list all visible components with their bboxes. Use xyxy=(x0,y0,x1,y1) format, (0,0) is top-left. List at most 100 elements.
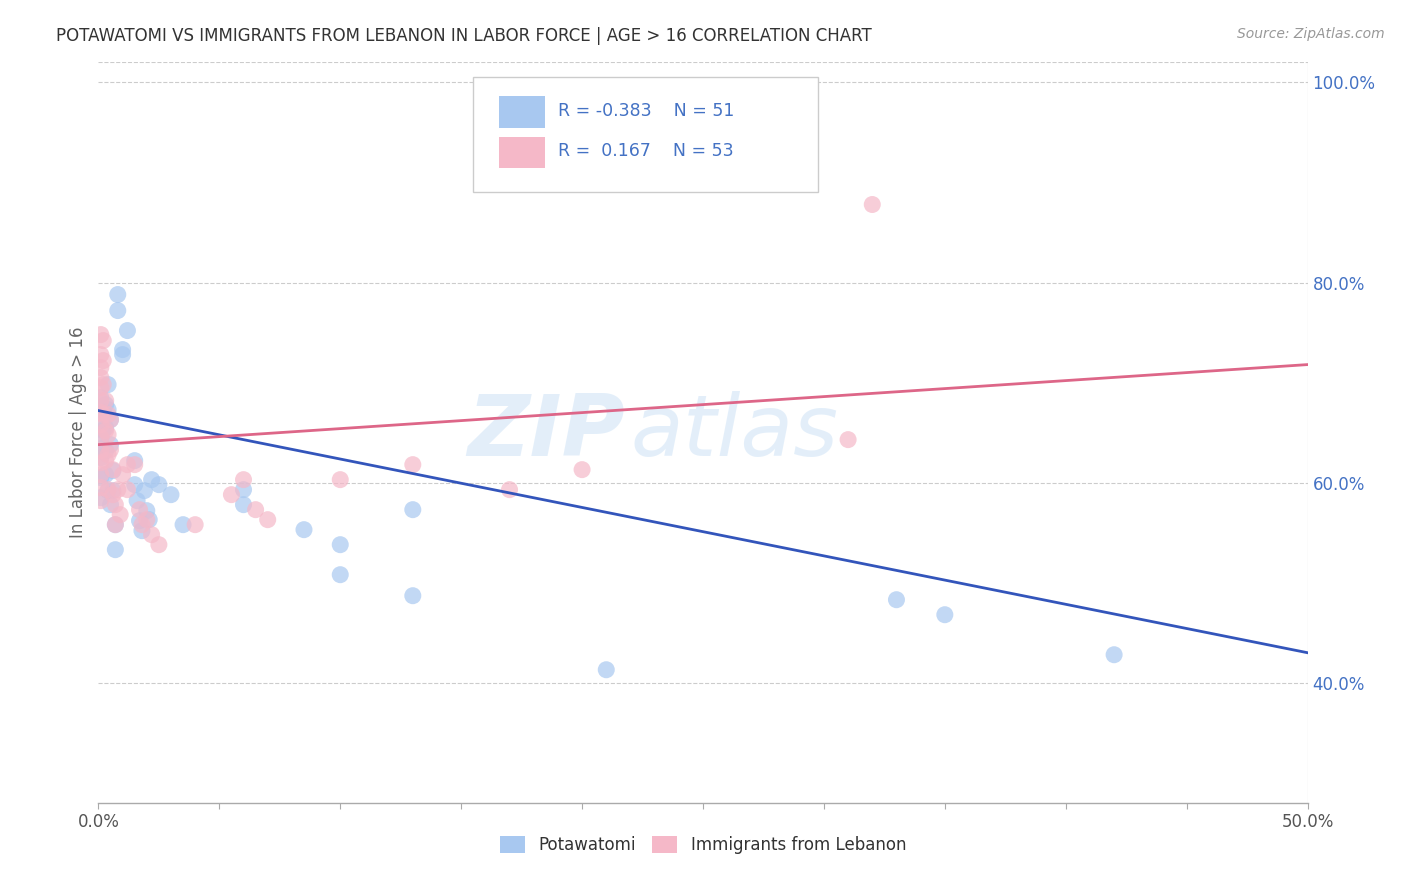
Point xyxy=(100,437,122,451)
Point xyxy=(90,391,112,405)
Point xyxy=(90,431,112,445)
Point xyxy=(101,483,124,498)
Point xyxy=(97,377,120,392)
Point xyxy=(141,527,163,541)
Bar xyxy=(499,137,544,169)
Point xyxy=(90,417,112,432)
Point xyxy=(172,517,194,532)
Point xyxy=(94,467,117,482)
Point xyxy=(117,483,139,497)
Point xyxy=(97,402,120,417)
Point xyxy=(232,473,254,487)
Point xyxy=(97,427,120,442)
Point xyxy=(184,517,207,532)
Text: ZIP: ZIP xyxy=(467,391,624,475)
Point xyxy=(124,453,146,467)
Point xyxy=(90,470,112,484)
Point xyxy=(91,334,114,348)
Text: R =  0.167    N = 53: R = 0.167 N = 53 xyxy=(558,143,734,161)
Point xyxy=(90,393,112,408)
Point xyxy=(104,498,127,512)
Y-axis label: In Labor Force | Age > 16: In Labor Force | Age > 16 xyxy=(69,326,87,539)
Point xyxy=(245,502,267,516)
Point xyxy=(90,431,112,445)
Point xyxy=(117,324,139,338)
Point xyxy=(101,488,124,502)
Text: Source: ZipAtlas.com: Source: ZipAtlas.com xyxy=(1237,27,1385,41)
Point xyxy=(160,488,183,502)
Point xyxy=(135,503,157,517)
Point xyxy=(107,287,129,301)
Point xyxy=(837,433,859,447)
Point xyxy=(232,498,254,512)
Point xyxy=(128,514,150,528)
Bar xyxy=(499,96,544,128)
Point xyxy=(94,443,117,458)
Point xyxy=(90,416,112,430)
Point xyxy=(90,381,112,395)
Point xyxy=(111,348,134,362)
Point xyxy=(128,502,150,516)
Point xyxy=(117,458,139,472)
Point xyxy=(860,197,883,211)
Point xyxy=(90,360,112,375)
Point xyxy=(91,441,114,455)
Point xyxy=(571,462,593,476)
Point xyxy=(91,403,114,417)
Point xyxy=(91,353,114,368)
Text: atlas: atlas xyxy=(630,391,838,475)
Point xyxy=(97,448,120,462)
Point xyxy=(100,412,122,426)
Point xyxy=(94,453,117,467)
Point xyxy=(97,483,120,498)
Point xyxy=(104,517,127,532)
Point xyxy=(256,513,278,527)
Point xyxy=(886,592,908,607)
Point xyxy=(329,473,352,487)
Point xyxy=(127,493,149,508)
Point xyxy=(97,408,120,422)
Point xyxy=(100,498,122,512)
Point xyxy=(1102,648,1125,662)
Point xyxy=(94,424,117,438)
Point xyxy=(232,483,254,497)
Point xyxy=(90,467,112,482)
Point xyxy=(131,517,153,532)
Point xyxy=(111,467,134,482)
Point xyxy=(221,488,243,502)
Point xyxy=(101,462,124,476)
Point xyxy=(595,663,617,677)
Point xyxy=(107,303,129,318)
Point xyxy=(107,483,129,497)
Point xyxy=(329,567,352,582)
Point xyxy=(90,481,112,495)
Point xyxy=(134,483,156,498)
Point xyxy=(104,542,127,557)
Point xyxy=(498,483,520,497)
Point xyxy=(97,483,120,497)
Point xyxy=(90,443,112,458)
Point xyxy=(94,398,117,412)
Point xyxy=(141,473,163,487)
Point xyxy=(90,491,112,505)
Point xyxy=(292,523,315,537)
Point xyxy=(402,502,425,516)
Point xyxy=(135,513,157,527)
Point xyxy=(108,508,131,522)
Point xyxy=(100,412,122,426)
Point xyxy=(94,393,117,408)
Point xyxy=(111,343,134,357)
Point xyxy=(90,456,112,470)
Point xyxy=(91,424,114,438)
Point xyxy=(90,370,112,384)
Point xyxy=(402,458,425,472)
Point xyxy=(90,450,112,465)
Point xyxy=(131,524,153,538)
Legend: Potawatomi, Immigrants from Lebanon: Potawatomi, Immigrants from Lebanon xyxy=(494,830,912,861)
Point xyxy=(124,458,146,472)
Point xyxy=(148,538,170,552)
Point xyxy=(148,477,170,491)
Point xyxy=(101,464,124,478)
Point xyxy=(124,477,146,491)
Point xyxy=(94,420,117,434)
